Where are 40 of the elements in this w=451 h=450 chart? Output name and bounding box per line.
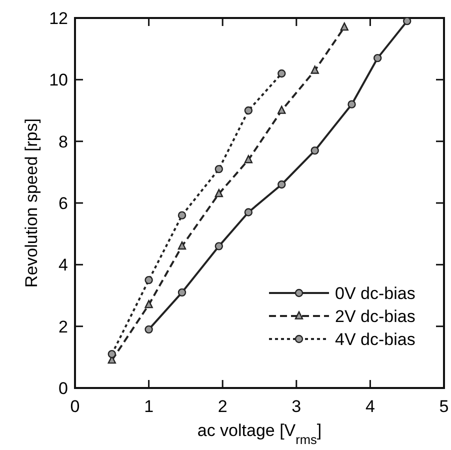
x-tick-label: 3 bbox=[292, 397, 302, 416]
point bbox=[108, 350, 116, 358]
y-tick-label: 6 bbox=[58, 194, 68, 213]
point bbox=[144, 325, 153, 334]
point bbox=[214, 188, 224, 198]
point bbox=[278, 180, 286, 189]
point bbox=[244, 208, 253, 216]
point bbox=[278, 106, 286, 114]
point bbox=[348, 100, 356, 108]
point bbox=[373, 54, 382, 62]
x-axis-title: ac voltage [V$_{rms}$] bbox=[197, 421, 322, 446]
point bbox=[178, 211, 186, 220]
point bbox=[214, 164, 224, 174]
point bbox=[310, 146, 319, 155]
point bbox=[403, 16, 412, 26]
y-tick-label: 10 bbox=[49, 70, 68, 90]
y-tick-label: 4 bbox=[58, 256, 68, 275]
x-tick-label: 0 bbox=[70, 397, 80, 416]
x-tick-label: 2 bbox=[218, 397, 228, 416]
y-tick-label: 0 bbox=[58, 378, 68, 398]
legend-label: 0V dc-bias bbox=[335, 284, 416, 303]
legend-label: 2V dc-bias bbox=[335, 306, 416, 326]
point bbox=[214, 242, 224, 250]
point bbox=[144, 276, 153, 284]
y-tick-label: 12 bbox=[49, 8, 68, 28]
x-tick-label: 5 bbox=[439, 397, 449, 416]
point bbox=[278, 69, 286, 78]
legend-label: 4V dc-bias bbox=[335, 330, 416, 349]
x-tick-label: 4 bbox=[365, 397, 375, 416]
y-tick-label: 2 bbox=[58, 317, 68, 336]
point bbox=[244, 155, 253, 164]
point bbox=[178, 288, 186, 297]
point bbox=[340, 22, 348, 31]
point bbox=[178, 241, 186, 250]
point bbox=[144, 300, 153, 308]
point bbox=[244, 106, 253, 115]
y-tick-label: 8 bbox=[58, 132, 68, 152]
y-axis-title: Revolution speed [rps] bbox=[22, 118, 41, 288]
point bbox=[310, 66, 319, 74]
x-tick-label: 1 bbox=[144, 397, 154, 416]
